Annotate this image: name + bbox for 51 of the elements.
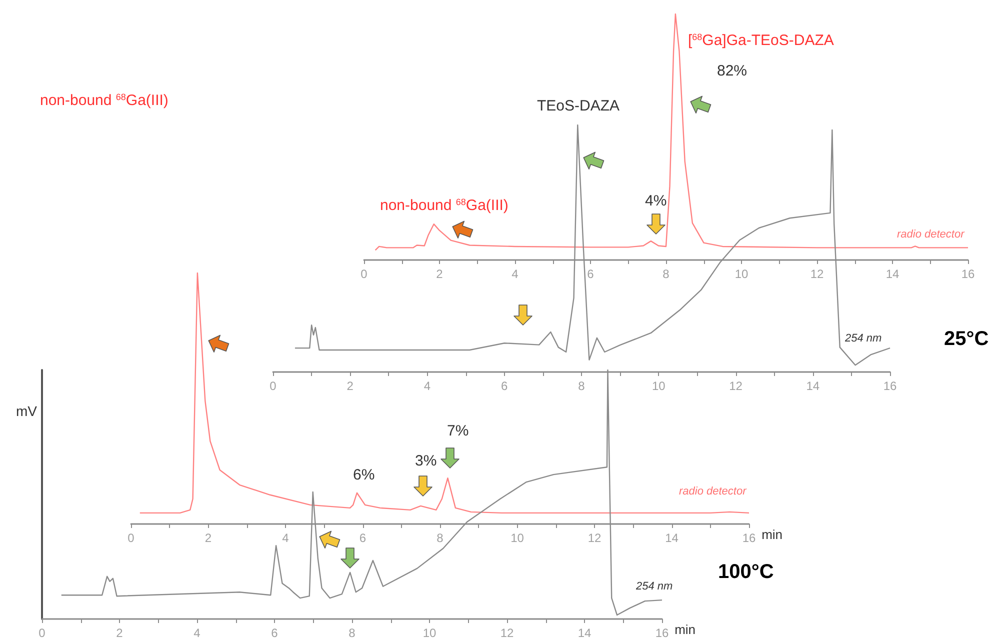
x-tick-label: 10: [652, 379, 666, 393]
x-tick-label: 16: [742, 531, 756, 545]
annotation: 254 nm: [635, 580, 673, 592]
x-tick-label: 10: [422, 626, 436, 639]
x-tick-label: 12: [810, 267, 824, 281]
annotation: TEoS-DAZA: [537, 97, 620, 114]
x-tick-label: 14: [886, 267, 900, 281]
x-tick-label: 4: [424, 379, 431, 393]
x-tick-label: 8: [436, 531, 444, 545]
x-tick-label: 8: [578, 379, 586, 393]
x-axis-title: min: [674, 622, 696, 637]
x-tick-label: 8: [348, 626, 356, 639]
y-axis-title: mV: [16, 403, 38, 419]
annotation: 82%: [717, 62, 748, 80]
x-tick-label: 6: [501, 379, 508, 393]
annotation: 3%: [415, 452, 437, 470]
annotation: 6%: [353, 466, 375, 484]
x-tick-label: 4: [194, 626, 201, 639]
x-tick-label: 2: [204, 531, 212, 545]
annotation: 7%: [447, 422, 469, 440]
x-tick-label: 0: [360, 267, 368, 281]
x-tick-label: 10: [510, 531, 524, 545]
x-tick-label: 2: [116, 626, 124, 639]
x-tick-label: 4: [512, 267, 519, 281]
x-tick-label: 2: [346, 379, 354, 393]
x-tick-label: 16: [961, 267, 975, 281]
x-tick-label: 16: [883, 379, 897, 393]
annotation: radio detector: [679, 485, 748, 498]
x-tick-label: 4: [282, 531, 290, 545]
x-tick-label: 6: [359, 531, 366, 545]
annotation: radio detector: [897, 228, 966, 240]
x-tick-label: 16: [655, 626, 669, 639]
x-tick-label: 14: [806, 379, 820, 393]
x-tick-label: 2: [436, 267, 444, 281]
text: 100°C: [718, 561, 774, 583]
x-tick-label: 12: [500, 626, 514, 639]
annotation: 4%: [645, 192, 667, 210]
x-tick-label: 0: [128, 531, 135, 545]
x-tick-label: 6: [271, 626, 278, 639]
x-tick-label: 0: [270, 379, 277, 393]
annotation: 254 nm: [844, 332, 882, 344]
x-tick-label: 8: [662, 267, 670, 281]
x-tick-label: 10: [734, 267, 748, 281]
x-tick-label: 6: [587, 267, 594, 281]
x-tick-label: 14: [665, 531, 679, 545]
x-tick-label: 14: [578, 626, 592, 639]
x-tick-label: 0: [38, 626, 46, 639]
text: 25°C: [944, 328, 989, 350]
x-axis-title: min: [762, 527, 783, 542]
x-tick-label: 12: [729, 379, 743, 393]
x-tick-label: 12: [588, 531, 602, 545]
